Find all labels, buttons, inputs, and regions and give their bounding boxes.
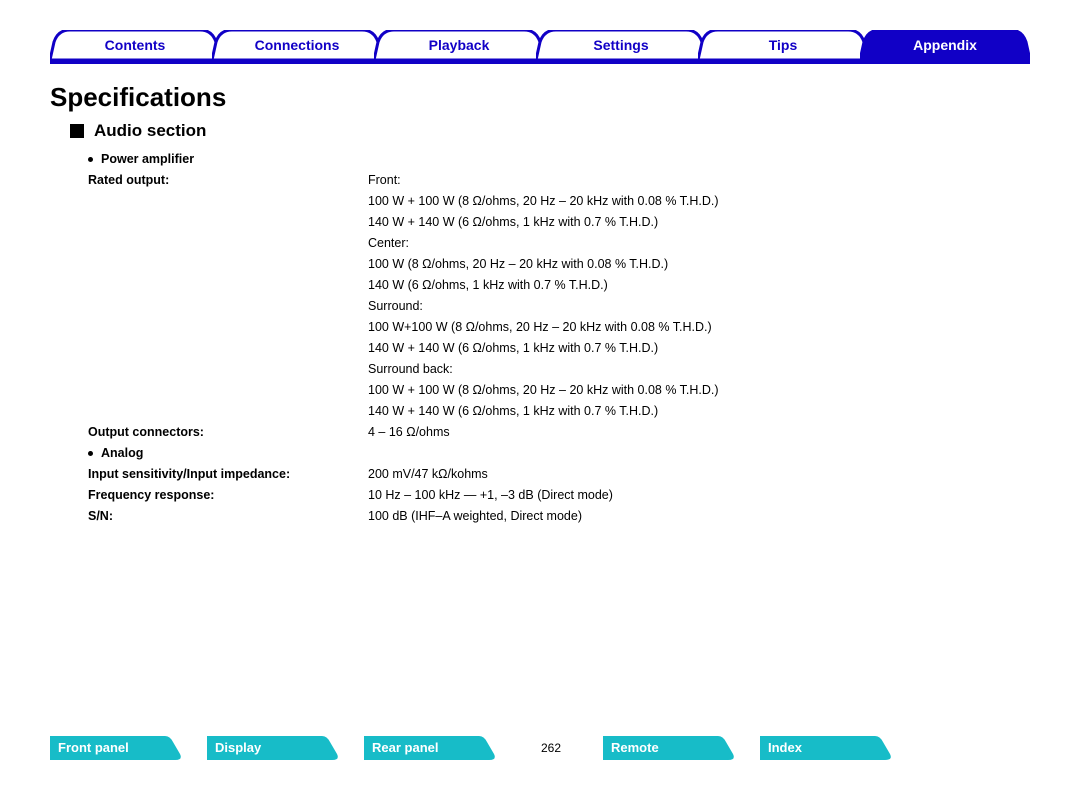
audio-section: Audio section Power amplifierRated outpu…	[70, 121, 1030, 527]
spec-values: 200 mV/47 kΩ/kohms	[368, 464, 1030, 485]
top-tab-playback[interactable]: Playback	[374, 30, 544, 60]
spec-group-label: Analog	[101, 443, 143, 464]
spec-value-line: Center:	[368, 233, 1030, 254]
bottom-nav: Front panel Display Rear panel 262 Remote Ind…	[50, 735, 1030, 761]
spec-value-line: 140 W + 140 W (6 Ω/ohms, 1 kHz with 0.7 …	[368, 338, 1030, 359]
spec-row: Rated output:Front:100 W + 100 W (8 Ω/oh…	[88, 170, 1030, 422]
spec-label: Rated output:	[88, 170, 368, 422]
bottom-tab-rear-panel[interactable]: Rear panel	[364, 736, 499, 760]
spec-values: 4 – 16 Ω/ohms	[368, 422, 1030, 443]
bottom-tab-display[interactable]: Display	[207, 736, 342, 760]
spec-value-line: 140 W + 140 W (6 Ω/ohms, 1 kHz with 0.7 …	[368, 212, 1030, 233]
top-tab-label: Appendix	[913, 37, 977, 53]
spec-row: Output connectors:4 – 16 Ω/ohms	[88, 422, 1030, 443]
page-title: Specifications	[50, 82, 1030, 113]
spec-label: Input sensitivity/Input impedance:	[88, 464, 368, 485]
bullet-icon	[88, 451, 93, 456]
spec-label: S/N:	[88, 506, 368, 527]
square-bullet-icon	[70, 124, 84, 138]
spec-values: 100 dB (IHF–A weighted, Direct mode)	[368, 506, 1030, 527]
spec-row: Input sensitivity/Input impedance:200 mV…	[88, 464, 1030, 485]
spec-group-label: Power amplifier	[101, 149, 194, 170]
spec-value-line: Surround back:	[368, 359, 1030, 380]
spec-values: 10 Hz – 100 kHz — +1, –3 dB (Direct mode…	[368, 485, 1030, 506]
spec-value-line: 140 W (6 Ω/ohms, 1 kHz with 0.7 % T.H.D.…	[368, 275, 1030, 296]
top-tab-label: Playback	[429, 37, 490, 53]
spec-value-line: 200 mV/47 kΩ/kohms	[368, 464, 1030, 485]
top-tab-label: Tips	[769, 37, 798, 53]
bottom-tab-label: Front panel	[58, 740, 129, 755]
spec-value-line: 4 – 16 Ω/ohms	[368, 422, 1030, 443]
top-tab-connections[interactable]: Connections	[212, 30, 382, 60]
bottom-tab-label: Display	[215, 740, 261, 755]
top-tab-tips[interactable]: Tips	[698, 30, 868, 60]
bottom-tab-index[interactable]: Index	[760, 736, 895, 760]
bottom-tab-remote[interactable]: Remote	[603, 736, 738, 760]
spec-value-line: 100 W (8 Ω/ohms, 20 Hz – 20 kHz with 0.0…	[368, 254, 1030, 275]
spec-value-line: Front:	[368, 170, 1030, 191]
top-nav: Contents Connections Playback Settings Tips A…	[50, 30, 1030, 64]
spec-row: S/N:100 dB (IHF–A weighted, Direct mode)	[88, 506, 1030, 527]
page-number: 262	[521, 741, 581, 755]
spec-table: Power amplifierRated output:Front:100 W …	[88, 149, 1030, 527]
top-tab-settings[interactable]: Settings	[536, 30, 706, 60]
top-tab-label: Connections	[255, 37, 340, 53]
section-title: Audio section	[94, 121, 206, 141]
spec-value-line: 100 W + 100 W (8 Ω/ohms, 20 Hz – 20 kHz …	[368, 191, 1030, 212]
top-tab-contents[interactable]: Contents	[50, 30, 220, 60]
spec-value-line: 100 W + 100 W (8 Ω/ohms, 20 Hz – 20 kHz …	[368, 380, 1030, 401]
bottom-tab-label: Rear panel	[372, 740, 438, 755]
spec-value-line: 140 W + 140 W (6 Ω/ohms, 1 kHz with 0.7 …	[368, 401, 1030, 422]
spec-row: Frequency response:10 Hz – 100 kHz — +1,…	[88, 485, 1030, 506]
bottom-tab-label: Remote	[611, 740, 659, 755]
bottom-tab-label: Index	[768, 740, 802, 755]
section-heading: Audio section	[70, 121, 1030, 141]
bullet-icon	[88, 157, 93, 162]
top-tab-appendix[interactable]: Appendix	[860, 30, 1030, 60]
spec-value-line: 10 Hz – 100 kHz — +1, –3 dB (Direct mode…	[368, 485, 1030, 506]
spec-values: Front:100 W + 100 W (8 Ω/ohms, 20 Hz – 2…	[368, 170, 1030, 422]
spec-value-line: 100 W+100 W (8 Ω/ohms, 20 Hz – 20 kHz wi…	[368, 317, 1030, 338]
spec-value-line: Surround:	[368, 296, 1030, 317]
spec-value-line: 100 dB (IHF–A weighted, Direct mode)	[368, 506, 1030, 527]
spec-label: Frequency response:	[88, 485, 368, 506]
spec-group-heading: Analog	[88, 443, 1030, 464]
spec-group-heading: Power amplifier	[88, 149, 1030, 170]
top-tab-label: Settings	[593, 37, 648, 53]
bottom-tab-front-panel[interactable]: Front panel	[50, 736, 185, 760]
top-tab-label: Contents	[105, 37, 166, 53]
spec-label: Output connectors:	[88, 422, 368, 443]
